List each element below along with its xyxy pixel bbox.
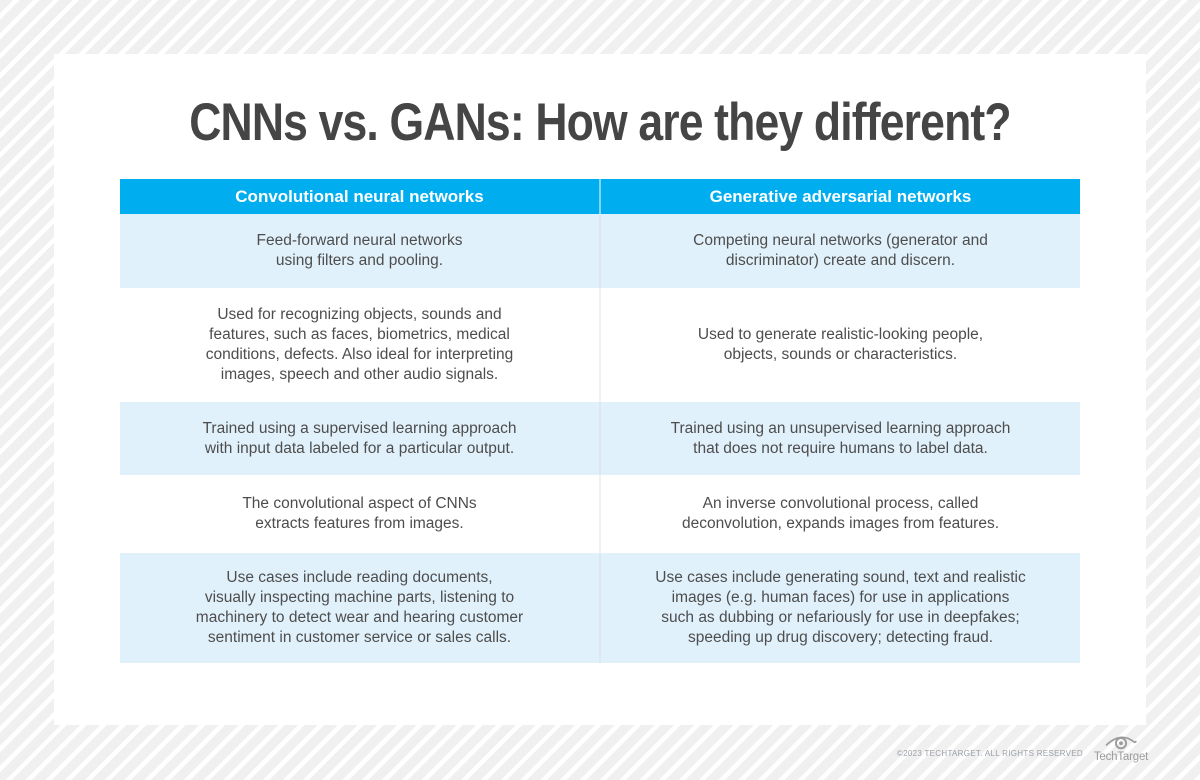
page-title: CNNs vs. GANs: How are they different? — [189, 93, 1011, 152]
footer: ©2023 TECHTARGET. ALL RIGHTS RESERVED Te… — [0, 733, 1149, 763]
cell-cnn-uses: Used for recognizing objects, sounds and… — [120, 288, 601, 402]
table-row-uses: Used for recognizing objects, sounds and… — [120, 288, 1080, 402]
techtarget-logo-text: TechTarget — [1093, 751, 1149, 763]
table-row-use-cases: Use cases include reading documents, vis… — [120, 553, 1080, 663]
column-header-cnn: Convolutional neural networks — [120, 179, 601, 214]
table-row-training: Trained using a supervised learning appr… — [120, 402, 1080, 475]
eye-target-icon — [1105, 736, 1137, 750]
cell-cnn-process: The convolutional aspect of CNNs extract… — [120, 475, 601, 553]
table-header-row: Convolutional neural networks Generative… — [120, 179, 1080, 214]
cell-cnn-definition: Feed-forward neural networks using filte… — [120, 214, 601, 288]
cell-gan-use-cases: Use cases include generating sound, text… — [655, 569, 1026, 646]
cell-cnn-training: Trained using a supervised learning appr… — [120, 402, 601, 475]
comparison-table: Convolutional neural networks Generative… — [120, 179, 1080, 663]
column-header-gan: Generative adversarial networks — [709, 186, 972, 206]
copyright-text: ©2023 TECHTARGET. ALL RIGHTS RESERVED — [896, 749, 1083, 758]
cell-gan-uses: Used to generate realistic-looking peopl… — [697, 326, 984, 363]
infographic-card: CNNs vs. GANs: How are they different? C… — [54, 54, 1146, 725]
table-row-process: The convolutional aspect of CNNs extract… — [120, 475, 1080, 553]
cell-gan-training: Trained using an unsupervised learning a… — [670, 419, 1011, 457]
table-row-definition: Feed-forward neural networks using filte… — [120, 214, 1080, 288]
cell-cnn-use-cases: Use cases include reading documents, vis… — [120, 553, 601, 663]
cell-gan-process: An inverse convolutional process, called… — [681, 495, 1000, 532]
cell-gan-definition: Competing neural networks (generator and… — [693, 232, 988, 269]
techtarget-logo: TechTarget — [1093, 733, 1149, 763]
